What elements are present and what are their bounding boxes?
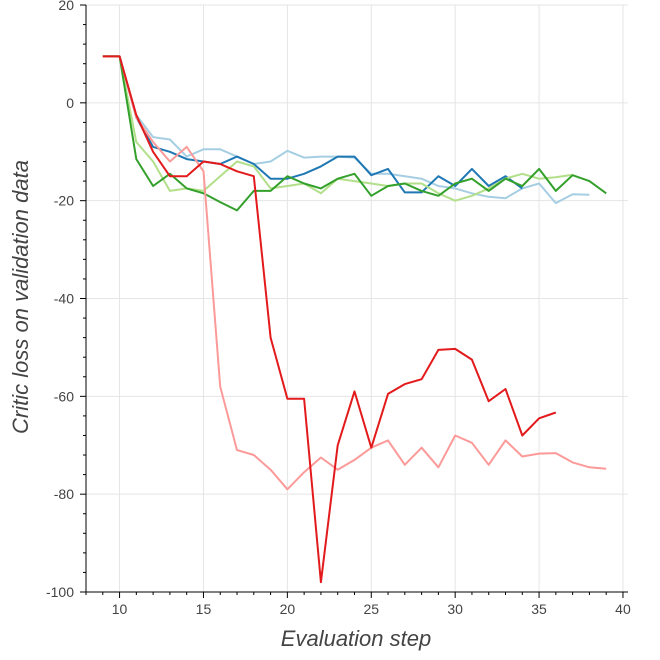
y-tick-label: 20 (58, 0, 74, 13)
y-tick-label: -40 (54, 291, 74, 307)
axes: 10 15 20 25 30 35 40 20 0 -20 -40 -60 -80 -100 (46, 0, 631, 617)
series-line-pink (102, 55, 607, 491)
series-line-dark-green (102, 55, 607, 212)
series-layer (102, 55, 607, 584)
x-tick-label: 40 (615, 601, 631, 617)
x-tick-label: 15 (196, 601, 212, 617)
y-tick-label: 0 (66, 95, 74, 111)
x-axis-label: Evaluation step (281, 626, 431, 651)
x-tick-label: 20 (280, 601, 296, 617)
x-tick-label: 25 (363, 601, 379, 617)
y-tick-label: -20 (54, 193, 74, 209)
x-tick-label: 10 (112, 601, 128, 617)
series-line-red (102, 55, 557, 584)
y-tick-label: -80 (54, 486, 74, 502)
y-axis-label: Critic loss on validation data (8, 160, 33, 434)
x-tick-label: 35 (531, 601, 547, 617)
x-tick-label: 30 (447, 601, 463, 617)
y-tick-label: -100 (46, 584, 74, 600)
y-tick-label: -60 (54, 388, 74, 404)
